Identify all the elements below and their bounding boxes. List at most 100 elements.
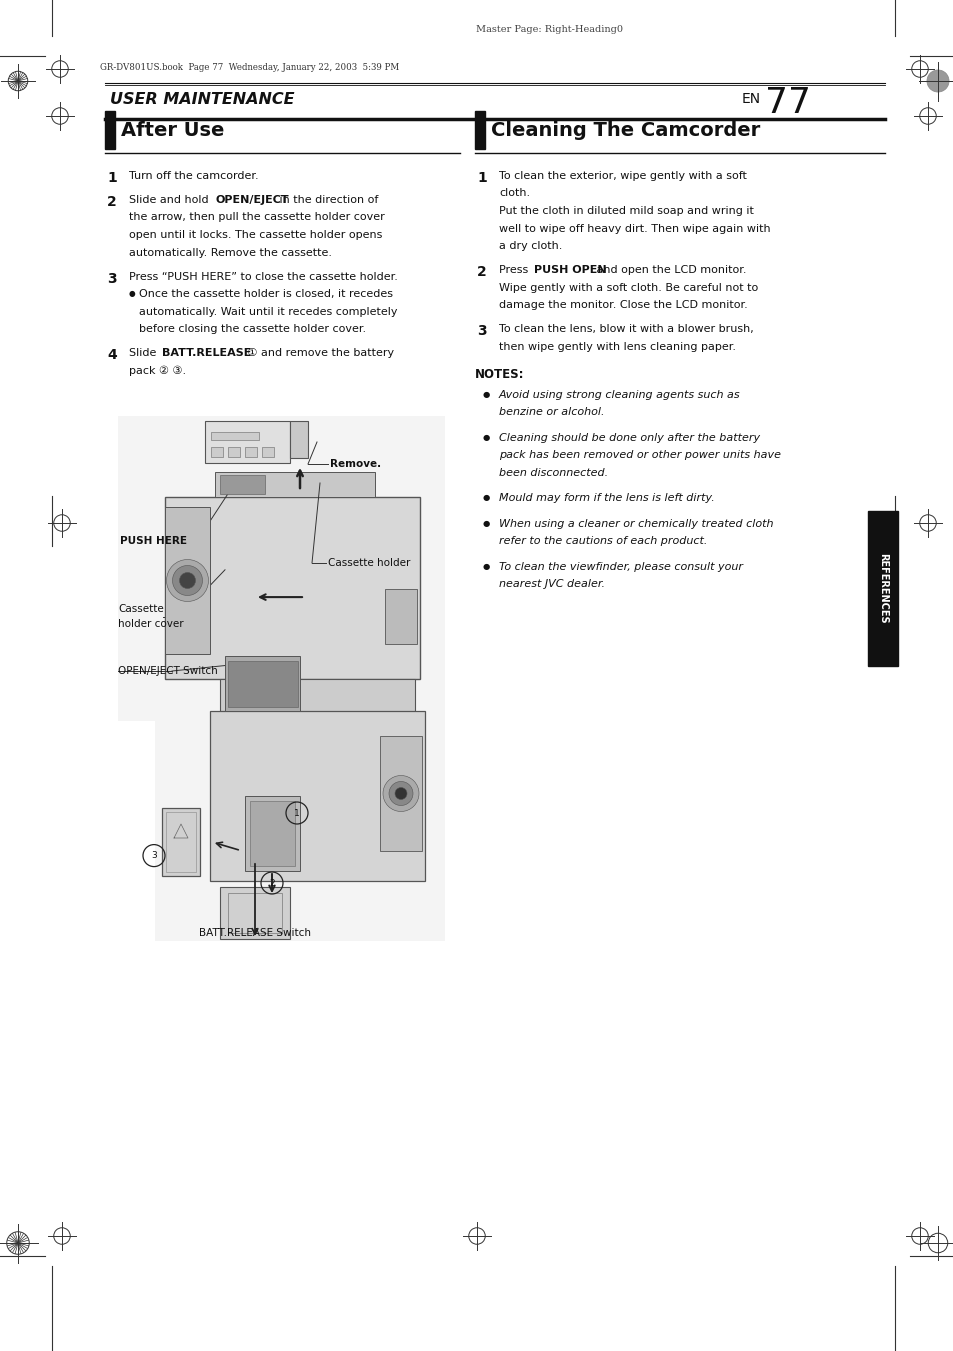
Circle shape (926, 70, 948, 92)
Bar (105, 111, 115, 149)
Text: pack has been removed or other power units have: pack has been removed or other power uni… (498, 450, 781, 459)
Text: open until it locks. The cassette holder opens: open until it locks. The cassette holder… (129, 230, 382, 240)
Text: 1: 1 (476, 172, 486, 185)
Text: Remove.: Remove. (330, 459, 381, 469)
Bar (210, 711, 424, 881)
Bar (262, 447, 274, 457)
Bar (228, 893, 282, 934)
Text: 3: 3 (107, 272, 116, 285)
Text: been disconnected.: been disconnected. (498, 467, 607, 477)
Bar (165, 497, 419, 680)
Bar (220, 888, 290, 939)
Bar (211, 432, 258, 440)
Text: Master Page: Right-Heading0: Master Page: Right-Heading0 (476, 24, 623, 34)
Bar (245, 447, 256, 457)
Text: 2: 2 (476, 265, 486, 280)
Text: BATT.RELEASE: BATT.RELEASE (162, 349, 251, 358)
Text: PUSH OPEN: PUSH OPEN (534, 265, 606, 276)
Text: EN: EN (741, 92, 760, 105)
Text: Cassette: Cassette (118, 604, 164, 613)
Text: the arrow, then pull the cassette holder cover: the arrow, then pull the cassette holder… (129, 212, 384, 223)
Text: 4: 4 (107, 349, 116, 362)
Text: When using a cleaner or chemically treated cloth: When using a cleaner or chemically treat… (498, 519, 773, 528)
Bar (118, 416, 444, 721)
Bar (250, 801, 294, 866)
Bar (385, 589, 416, 644)
Text: OPEN/EJECT Switch: OPEN/EJECT Switch (118, 666, 217, 676)
Text: Put the cloth in diluted mild soap and wring it: Put the cloth in diluted mild soap and w… (498, 205, 753, 216)
Bar (290, 422, 308, 458)
Text: Press: Press (498, 265, 531, 276)
Text: ●: ● (482, 432, 490, 442)
Circle shape (395, 788, 407, 800)
Bar (220, 680, 415, 724)
Circle shape (172, 566, 202, 596)
Text: and open the LCD monitor.: and open the LCD monitor. (593, 265, 745, 276)
Text: nearest JVC dealer.: nearest JVC dealer. (498, 580, 604, 589)
Bar (165, 507, 210, 654)
Text: Turn off the camcorder.: Turn off the camcorder. (129, 172, 258, 181)
Text: pack ② ③.: pack ② ③. (129, 366, 186, 376)
Text: ●: ● (482, 389, 490, 399)
Text: refer to the cautions of each product.: refer to the cautions of each product. (498, 536, 706, 546)
Text: ●: ● (482, 519, 490, 527)
Bar (475, 111, 484, 149)
Circle shape (167, 559, 209, 601)
Text: Avoid using strong cleaning agents such as: Avoid using strong cleaning agents such … (498, 389, 740, 400)
Text: USER MAINTENANCE: USER MAINTENANCE (110, 92, 294, 107)
Text: before closing the cassette holder cover.: before closing the cassette holder cover… (139, 324, 366, 334)
Text: To clean the lens, blow it with a blower brush,: To clean the lens, blow it with a blower… (498, 324, 753, 334)
Text: Slide: Slide (129, 349, 160, 358)
Text: REFERENCES: REFERENCES (877, 553, 887, 624)
Text: OPEN/EJECT: OPEN/EJECT (215, 195, 290, 205)
Text: 2: 2 (107, 195, 116, 209)
Text: ●: ● (482, 562, 490, 570)
Bar (154, 666, 444, 942)
Text: BATT.RELEASE Switch: BATT.RELEASE Switch (199, 928, 311, 938)
Text: in the direction of: in the direction of (275, 195, 378, 205)
Text: After Use: After Use (121, 120, 224, 139)
Text: Mould may form if the lens is left dirty.: Mould may form if the lens is left dirty… (498, 493, 714, 503)
Bar (379, 736, 421, 851)
Text: PUSH HERE: PUSH HERE (120, 536, 187, 546)
Text: automatically. Wait until it recedes completely: automatically. Wait until it recedes com… (139, 307, 397, 316)
Text: GR-DV801US.book  Page 77  Wednesday, January 22, 2003  5:39 PM: GR-DV801US.book Page 77 Wednesday, Janua… (100, 62, 398, 72)
Text: damage the monitor. Close the LCD monitor.: damage the monitor. Close the LCD monito… (498, 300, 747, 309)
Text: 3: 3 (476, 324, 486, 338)
Text: automatically. Remove the cassette.: automatically. Remove the cassette. (129, 247, 332, 258)
Text: 3: 3 (151, 851, 156, 861)
Bar (205, 422, 290, 463)
Bar (214, 471, 375, 497)
Bar (162, 808, 200, 875)
Circle shape (389, 781, 413, 805)
Text: Cleaning The Camcorder: Cleaning The Camcorder (491, 120, 760, 139)
Circle shape (382, 775, 418, 812)
Text: a dry cloth.: a dry cloth. (498, 240, 561, 251)
Text: ●: ● (129, 289, 135, 299)
Text: 77: 77 (764, 86, 810, 120)
Text: Cassette holder: Cassette holder (328, 558, 410, 567)
Bar (225, 657, 299, 711)
Bar (245, 796, 299, 871)
Text: Press “PUSH HERE” to close the cassette holder.: Press “PUSH HERE” to close the cassette … (129, 272, 397, 281)
Text: 1: 1 (107, 172, 116, 185)
Bar (867, 511, 897, 666)
Text: holder cover: holder cover (118, 619, 183, 630)
Text: 1: 1 (294, 808, 299, 817)
Text: NOTES:: NOTES: (475, 367, 524, 381)
Bar (220, 476, 265, 494)
Text: Once the cassette holder is closed, it recedes: Once the cassette holder is closed, it r… (139, 289, 393, 299)
Text: benzine or alcohol.: benzine or alcohol. (498, 407, 604, 417)
Bar (166, 812, 195, 871)
Bar (228, 661, 297, 707)
Bar (211, 447, 223, 457)
Text: 2: 2 (269, 878, 274, 888)
Text: To clean the viewfinder, please consult your: To clean the viewfinder, please consult … (498, 562, 742, 571)
Text: ●: ● (482, 493, 490, 503)
Text: Wipe gently with a soft cloth. Be careful not to: Wipe gently with a soft cloth. Be carefu… (498, 282, 758, 293)
Text: Cleaning should be done only after the battery: Cleaning should be done only after the b… (498, 432, 760, 443)
Text: then wipe gently with lens cleaning paper.: then wipe gently with lens cleaning pape… (498, 342, 735, 351)
Text: well to wipe off heavy dirt. Then wipe again with: well to wipe off heavy dirt. Then wipe a… (498, 223, 770, 234)
Text: ① and remove the battery: ① and remove the battery (244, 349, 394, 358)
Text: cloth.: cloth. (498, 189, 530, 199)
